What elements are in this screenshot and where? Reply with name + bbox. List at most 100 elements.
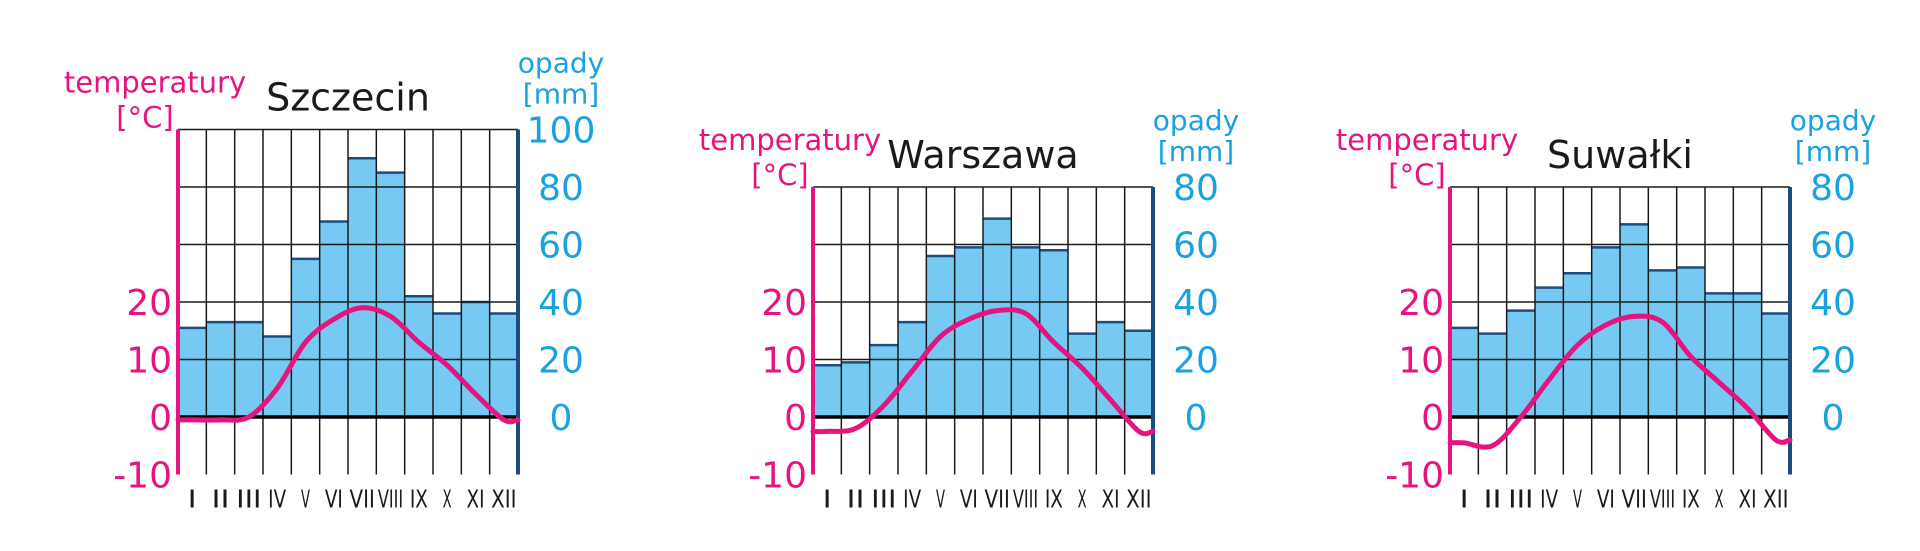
temperature-tick-label: -10 — [748, 456, 807, 497]
month-label: III — [871, 485, 896, 514]
precipitation-axis-title: opady — [518, 47, 604, 80]
chart-title: Szczecin — [266, 76, 430, 120]
precipitation-bar — [376, 172, 405, 417]
temperature-tick-label: 0 — [149, 398, 172, 439]
precipitation-tick-label: 60 — [538, 226, 584, 267]
month-label: XI — [1739, 485, 1757, 514]
precipitation-tick-label: 0 — [550, 398, 573, 439]
precipitation-tick-label: 20 — [1810, 341, 1856, 382]
precipitation-bar — [348, 158, 377, 417]
month-label: IX — [1682, 485, 1700, 514]
temperature-line — [1447, 313, 1793, 450]
month-label: V — [301, 485, 310, 514]
month-label: VIII — [378, 485, 403, 514]
temperature-tick-label: -10 — [113, 456, 172, 497]
month-label: IV — [1540, 485, 1558, 514]
precipitation-tick-label: 0 — [1185, 398, 1208, 439]
precipitation-bar — [1705, 293, 1734, 417]
temperature-line — [175, 305, 521, 425]
precipitation-bar — [1011, 247, 1040, 417]
temperature-line — [810, 307, 1156, 437]
month-label: II — [847, 485, 865, 514]
temperature-tick-label: 0 — [1421, 398, 1444, 439]
month-label: VIII — [1650, 485, 1675, 514]
month-label: X — [1078, 485, 1087, 514]
month-label: VIII — [1013, 485, 1038, 514]
precipitation-axis-title: opady — [1153, 104, 1239, 137]
month-label: VII — [350, 485, 375, 514]
precipitation-bar — [1478, 333, 1507, 417]
precipitation-bar — [489, 313, 518, 417]
temperature-tick-label: -10 — [1385, 456, 1444, 497]
temperature-tick-label: 10 — [761, 341, 807, 382]
month-label: IX — [410, 485, 428, 514]
month-label: IV — [903, 485, 921, 514]
month-label: I — [823, 485, 832, 514]
month-label: XII — [1126, 485, 1151, 514]
precipitation-bar — [234, 322, 263, 417]
chart-title: Warszawa — [887, 133, 1078, 177]
month-label: IV — [268, 485, 286, 514]
month-label: XI — [1102, 485, 1120, 514]
month-label: I — [1460, 485, 1469, 514]
precipitation-bar — [404, 296, 433, 417]
month-label: XII — [1763, 485, 1788, 514]
temperature-axis-title: temperatury — [1336, 123, 1518, 157]
precipitation-axis-title: opady — [1790, 104, 1876, 137]
temperature-axis-title: temperatury — [699, 123, 881, 157]
precipitation-bar — [291, 258, 320, 417]
temperature-tick-label: 20 — [1398, 283, 1444, 324]
month-label: VI — [960, 485, 978, 514]
precipitation-bar — [983, 218, 1012, 417]
temperature-axis-unit: [°C] — [751, 158, 808, 192]
precipitation-tick-label: 60 — [1810, 226, 1856, 267]
precipitation-tick-label: 20 — [1173, 341, 1219, 382]
precipitation-axis-unit: [mm] — [523, 78, 599, 111]
month-label: I — [188, 485, 197, 514]
month-label: III — [1508, 485, 1533, 514]
month-label: VII — [1622, 485, 1647, 514]
temperature-tick-label: 10 — [1398, 341, 1444, 382]
chart-title: Suwałki — [1547, 133, 1693, 177]
precipitation-bar — [954, 247, 983, 417]
month-label: XI — [467, 485, 485, 514]
month-label: X — [1715, 485, 1724, 514]
precipitation-bar — [1648, 270, 1677, 417]
precipitation-bar — [1761, 313, 1790, 417]
temperature-tick-label: 0 — [784, 398, 807, 439]
precipitation-bar — [813, 365, 842, 417]
temperature-axis-unit: [°C] — [116, 101, 173, 135]
temperature-tick-label: 20 — [761, 283, 807, 324]
precipitation-tick-label: 40 — [538, 283, 584, 324]
precipitation-tick-label: 40 — [1810, 283, 1856, 324]
temperature-axis-unit: [°C] — [1388, 158, 1445, 192]
precipitation-bar — [1620, 224, 1649, 417]
precipitation-axis-unit: [mm] — [1158, 135, 1234, 168]
month-label: III — [236, 485, 261, 514]
temperature-axis-title: temperatury — [64, 66, 246, 100]
precipitation-tick-label: 80 — [1810, 168, 1856, 209]
precipitation-bar — [206, 322, 235, 417]
precipitation-bar — [1450, 327, 1479, 417]
temperature-tick-label: 20 — [126, 283, 172, 324]
precipitation-bar — [178, 327, 207, 417]
month-label: V — [936, 485, 945, 514]
month-label: II — [1484, 485, 1502, 514]
precipitation-bar — [1124, 330, 1153, 417]
precipitation-tick-label: 80 — [1173, 168, 1219, 209]
precipitation-axis-unit: [mm] — [1795, 135, 1871, 168]
month-label: VII — [985, 485, 1010, 514]
month-label: II — [212, 485, 230, 514]
temperature-tick-label: 10 — [126, 341, 172, 382]
precipitation-tick-label: 60 — [1173, 226, 1219, 267]
precipitation-tick-label: 20 — [538, 341, 584, 382]
month-label: IX — [1045, 485, 1063, 514]
precipitation-tick-label: 100 — [527, 111, 596, 152]
month-label: VI — [1597, 485, 1615, 514]
precipitation-tick-label: 80 — [538, 168, 584, 209]
precipitation-bar — [1535, 287, 1564, 417]
month-label: VI — [325, 485, 343, 514]
month-label: XII — [491, 485, 516, 514]
precipitation-tick-label: 0 — [1822, 398, 1845, 439]
